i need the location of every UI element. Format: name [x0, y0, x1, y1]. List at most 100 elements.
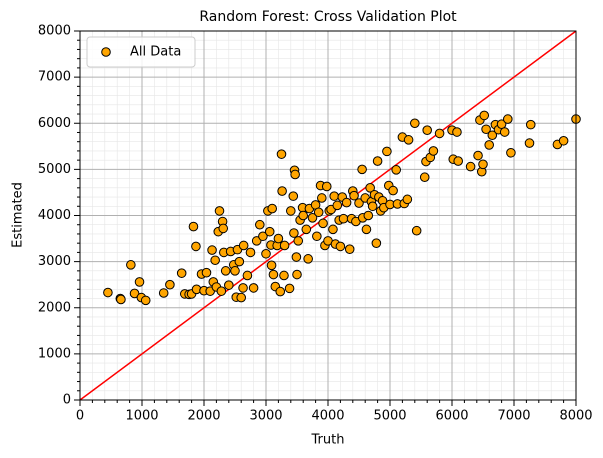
data-point: [391, 165, 402, 175]
data-point: [207, 245, 217, 255]
x-tick-label: 7000: [497, 409, 530, 424]
data-point: [134, 277, 145, 287]
data-point: [286, 206, 296, 216]
data-point: [332, 200, 343, 211]
legend: All Data: [86, 36, 196, 68]
y-tick-label: 5000: [38, 162, 71, 177]
data-point: [367, 201, 378, 212]
data-point: [434, 128, 445, 139]
data-point: [307, 213, 318, 223]
x-tick-label: 6000: [435, 409, 468, 424]
data-point: [506, 147, 516, 158]
data-point: [288, 191, 299, 201]
data-point: [276, 149, 287, 159]
data-point: [261, 248, 271, 259]
data-point: [365, 183, 375, 193]
data-point: [292, 269, 302, 280]
data-point: [499, 127, 510, 137]
data-point: [422, 125, 433, 135]
data-point: [411, 225, 422, 236]
data-point: [313, 207, 324, 218]
data-point: [284, 283, 295, 294]
data-point: [230, 266, 240, 276]
data-point: [349, 190, 359, 201]
data-point: [303, 254, 313, 264]
y-tick-label: 8000: [38, 24, 71, 39]
x-axis-label: Truth: [311, 433, 345, 448]
data-point: [103, 287, 113, 298]
data-point: [317, 193, 327, 203]
data-point: [382, 146, 392, 157]
data-point: [210, 255, 220, 266]
x-tick-label: 5000: [373, 409, 406, 424]
data-point: [328, 224, 338, 235]
data-point: [478, 159, 488, 170]
data-point: [484, 140, 495, 150]
data-point: [220, 266, 231, 276]
y-tick-label: 4000: [38, 208, 71, 223]
data-point: [279, 240, 290, 251]
data-point: [361, 224, 372, 235]
data-point: [338, 213, 349, 224]
data-point: [479, 110, 490, 121]
data-point: [341, 197, 352, 208]
data-point: [248, 283, 259, 293]
data-point: [245, 247, 256, 258]
data-point: [266, 260, 277, 271]
data-point: [525, 119, 536, 130]
x-tick-label: 8000: [559, 409, 592, 424]
data-point: [312, 231, 322, 242]
chart-title: Random Forest: Cross Validation Plot: [199, 9, 457, 25]
data-point: [216, 286, 227, 296]
data-point: [126, 260, 136, 270]
data-point: [258, 231, 268, 242]
data-point: [428, 146, 439, 156]
data-point: [218, 223, 229, 234]
data-point: [140, 295, 151, 306]
legend-label: All Data: [130, 45, 181, 60]
y-tick-label: 7000: [38, 70, 71, 85]
data-point: [191, 241, 201, 252]
x-tick-label: 3000: [249, 409, 282, 424]
data-point: [254, 219, 265, 230]
data-point: [354, 198, 364, 208]
y-tick-label: 1000: [38, 346, 71, 361]
data-point: [481, 124, 491, 135]
y-tick-label: 2000: [38, 300, 71, 315]
data-point: [238, 240, 249, 251]
data-point: [279, 270, 289, 281]
data-point: [357, 164, 367, 175]
data-point: [188, 221, 199, 232]
x-tick-label: 2000: [187, 409, 220, 424]
data-point: [277, 186, 287, 196]
data-point: [165, 279, 175, 290]
y-tick-label: 0: [63, 393, 71, 408]
data-point: [402, 194, 413, 205]
data-point: [236, 292, 246, 303]
data-point: [363, 210, 374, 221]
y-axis-label: Estimated: [11, 182, 26, 248]
data-point: [268, 269, 279, 280]
data-point: [158, 288, 169, 298]
data-point: [298, 210, 309, 221]
data-point: [371, 238, 382, 248]
data-point: [116, 294, 126, 305]
data-point: [242, 270, 253, 281]
x-tick-label: 1000: [125, 409, 158, 424]
data-point: [329, 191, 340, 201]
data-point: [224, 280, 234, 290]
y-tick-label: 6000: [38, 116, 71, 131]
data-point: [419, 172, 430, 183]
data-point: [129, 288, 140, 299]
data-point: [267, 203, 278, 214]
data-point: [321, 181, 332, 192]
data-point: [558, 135, 569, 146]
data-point: [301, 224, 312, 235]
data-point: [465, 161, 476, 172]
data-point: [410, 118, 420, 129]
legend-marker: [101, 47, 111, 57]
data-point: [403, 135, 414, 145]
legend-box: [86, 36, 196, 68]
data-point: [318, 218, 328, 229]
